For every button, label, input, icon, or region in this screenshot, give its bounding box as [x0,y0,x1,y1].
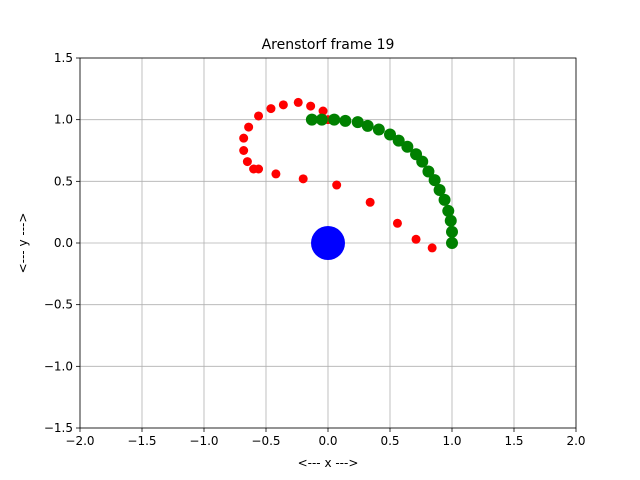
orbit-point [315,113,328,126]
x-tick-label: 1.0 [442,434,461,448]
orbit-point [444,214,457,227]
orbit-point [422,165,435,178]
orbit-point [328,113,341,126]
trajectory-point [271,169,281,179]
trajectory-point [242,157,252,167]
y-tick-label: −1.0 [44,359,73,373]
trajectory-point [332,180,342,190]
plot-area [239,97,458,260]
trajectory-point [254,111,264,121]
trajectory-point [306,101,316,111]
orbit-point [416,155,429,168]
trajectory-point [318,106,328,116]
x-tick-label: 0.0 [318,434,337,448]
x-tick-label: 2.0 [566,434,585,448]
orbit-point [339,114,352,127]
central-body [311,226,345,260]
trajectory-point [365,197,375,207]
orbit-point [442,204,455,217]
orbit-point [446,225,458,238]
trajectory-point [392,218,402,228]
chart-title: Arenstorf frame 19 [262,37,395,53]
orbit-point [372,123,385,136]
orbit-point [428,174,441,187]
y-tick-label: −1.5 [44,421,73,435]
orbit-point [305,113,318,126]
y-tick-label: 1.5 [54,51,73,65]
trajectory-point [298,174,308,184]
y-tick-label: 0.0 [54,236,73,250]
x-tick-label: 1.5 [504,434,523,448]
orbit-point [401,140,414,153]
trajectory-point [244,122,254,132]
y-tick-label: 0.5 [54,174,73,188]
x-tick-label: −1.0 [189,434,218,448]
x-tick-label: −2.0 [65,434,94,448]
y-tick-label: −0.5 [44,298,73,312]
orbit-point [351,116,364,129]
trajectory-point [239,133,249,143]
x-axis-label: <--- x ---> [298,456,359,470]
orbit-point [392,134,405,147]
x-tick-label: 0.5 [380,434,399,448]
y-tick-label: 1.0 [54,113,73,127]
orbit-point [446,237,458,249]
trajectory-point [293,97,303,107]
orbit-point [433,183,446,196]
trajectory-point [254,164,264,174]
axis-ticks: −2.0 −1.5 −1.0 −0.5 0.0 0.5 1.0 1.5 2.0−1.5−1.0−… [44,51,586,448]
y-axis-label: <--- y ---> [16,213,30,274]
trajectory-point [278,100,288,110]
x-tick-label: −1.5 [127,434,156,448]
orbit-point [438,193,451,206]
orbit-point [384,128,396,141]
trajectory-point [239,146,249,155]
x-tick-label: −0.5 [251,434,280,448]
trajectory-point [411,234,421,244]
trajectory-point [427,243,437,253]
trajectory-point [266,104,276,114]
orbit-point [361,119,374,132]
